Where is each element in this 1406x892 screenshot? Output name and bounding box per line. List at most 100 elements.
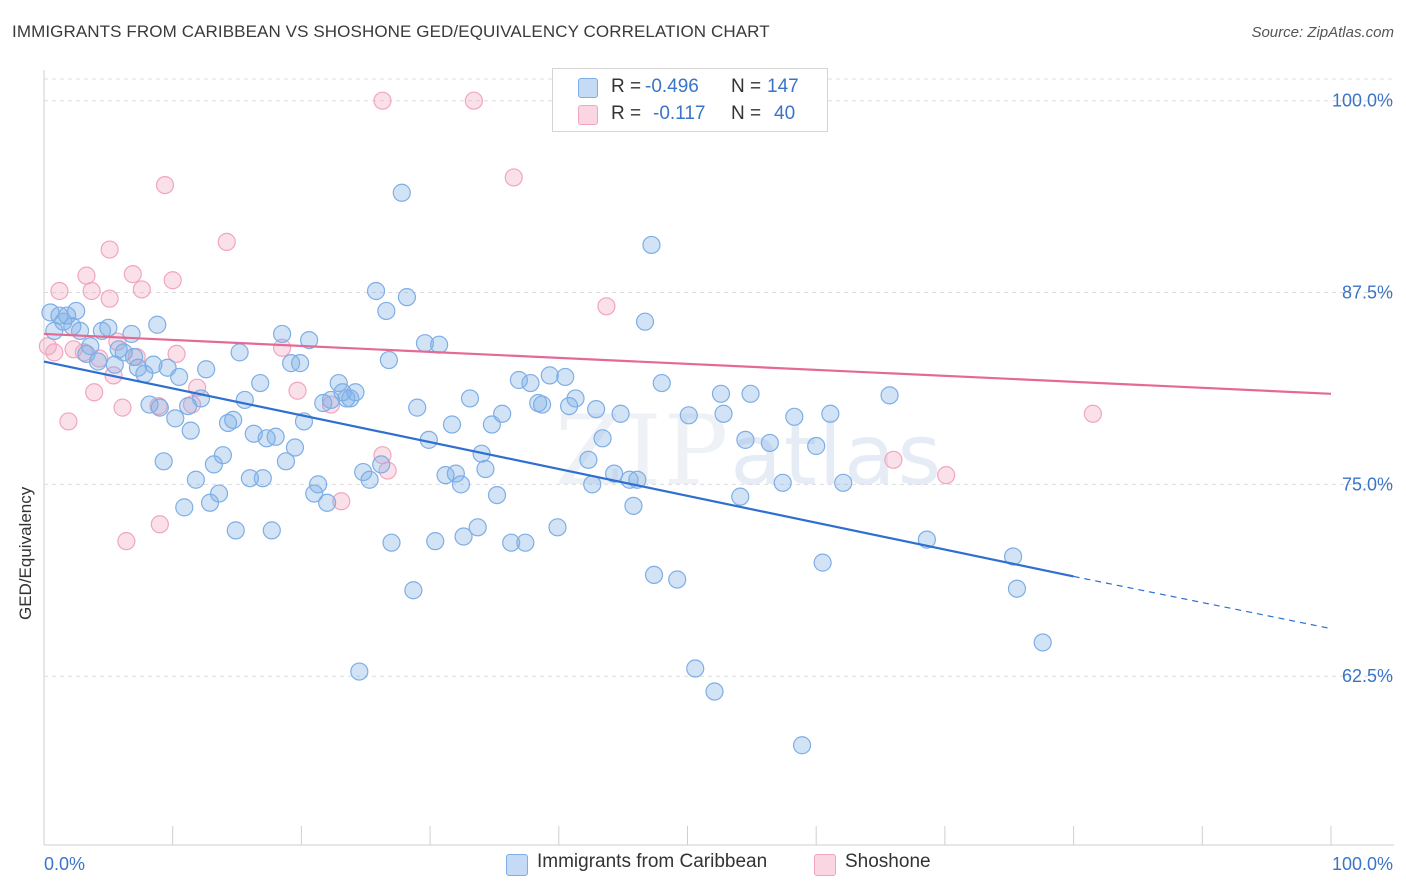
caribbean-point — [460, 389, 480, 408]
caribbean-point — [291, 354, 310, 373]
caribbean-point — [773, 473, 792, 492]
n-value: 147 — [767, 76, 799, 97]
shoshone-point — [217, 232, 236, 251]
caribbean-point — [266, 427, 285, 446]
y-tick-label: 87.5% — [1342, 283, 1393, 303]
caribbean-point — [346, 383, 365, 402]
caribbean-point — [821, 404, 840, 423]
stats-row-caribbean: R = -0.496 N = 147 — [553, 73, 827, 101]
caribbean-point — [105, 355, 124, 374]
caribbean-point — [114, 343, 133, 362]
caribbean-point — [379, 350, 399, 370]
caribbean-point — [300, 330, 319, 350]
caribbean-point — [122, 324, 141, 344]
caribbean-point — [540, 366, 559, 385]
shoshone-point — [884, 450, 903, 469]
caribbean-point — [446, 464, 465, 483]
caribbean-point — [58, 306, 77, 325]
stats-legend: R = -0.496 N = 147 R = -0.117 N = 40 — [552, 68, 828, 132]
caribbean-point — [67, 301, 86, 321]
caribbean-point — [1004, 547, 1023, 566]
caribbean-point — [442, 415, 462, 434]
shoshone-point — [132, 280, 151, 299]
y-tick-label: 75.0% — [1342, 474, 1393, 494]
watermark: ZIPatlas — [555, 395, 943, 507]
caribbean-trend-extension — [1073, 575, 1332, 630]
shoshone-point — [123, 265, 142, 284]
grid-lines — [44, 78, 1394, 677]
caribbean-point — [218, 413, 238, 433]
caribbean-point — [792, 736, 812, 755]
caribbean-point — [587, 400, 606, 419]
x-tick-label: 100.0% — [1332, 854, 1393, 874]
shoshone-legend-label: Shoshone — [845, 851, 931, 872]
caribbean-point — [644, 565, 664, 585]
shoshone-legend-swatch — [814, 854, 836, 876]
shoshone-point — [117, 532, 136, 551]
caribbean-point — [329, 373, 348, 393]
caribbean-point — [309, 475, 328, 494]
caribbean-point — [226, 521, 245, 540]
caribbean-point — [785, 407, 804, 426]
shoshone-point — [464, 91, 483, 110]
caribbean-point — [276, 452, 296, 471]
caribbean-point — [382, 533, 401, 552]
shoshone-point — [332, 492, 351, 511]
caribbean-point — [408, 398, 427, 417]
shoshone-point — [937, 466, 956, 485]
shoshone-point — [321, 395, 341, 414]
caribbean-point — [705, 682, 724, 701]
caribbean-point — [144, 355, 163, 374]
r-value: -0.117 — [653, 103, 706, 124]
caribbean-point — [521, 373, 540, 393]
caribbean-point — [834, 473, 853, 492]
shoshone-point — [59, 412, 78, 431]
caribbean-point — [109, 340, 128, 359]
caribbean-point — [579, 450, 598, 469]
caribbean-point — [253, 469, 272, 488]
caribbean-point — [509, 370, 529, 390]
caribbean-point — [476, 459, 495, 479]
caribbean-point — [235, 390, 254, 410]
caribbean-point — [605, 464, 624, 483]
axes — [43, 70, 1394, 846]
caribbean-points — [41, 183, 1052, 755]
caribbean-point — [150, 398, 169, 417]
caribbean-point — [318, 493, 337, 512]
caribbean-point — [813, 553, 832, 572]
shoshone-point — [113, 398, 132, 417]
caribbean-point — [430, 335, 449, 354]
source-label: Source: ZipAtlas.com — [1251, 24, 1394, 41]
caribbean-point — [548, 518, 567, 537]
caribbean-point — [166, 409, 185, 428]
shoshone-point — [100, 240, 119, 259]
caribbean-point — [736, 430, 755, 449]
caribbean-point — [1007, 579, 1027, 598]
caribbean-point — [124, 347, 144, 367]
caribbean-point — [880, 386, 899, 405]
caribbean-point — [305, 484, 324, 503]
caribbean-point — [99, 318, 118, 337]
caribbean-point — [360, 470, 379, 489]
caribbean-point — [251, 373, 270, 393]
caribbean-point — [611, 404, 630, 423]
caribbean-point — [224, 410, 243, 430]
shoshone-point — [45, 343, 64, 362]
caribbean-point — [285, 438, 305, 457]
caribbean-point — [635, 312, 655, 331]
caribbean-point — [668, 570, 687, 589]
caribbean-point — [372, 455, 391, 474]
caribbean-point — [652, 373, 671, 393]
caribbean-point — [81, 337, 100, 356]
y-tick-label: 62.5% — [1342, 666, 1393, 686]
caribbean-point — [454, 527, 473, 546]
n-value: 40 — [774, 103, 796, 124]
caribbean-point — [88, 352, 108, 371]
n-label: N = — [731, 103, 762, 124]
caribbean-point — [566, 389, 585, 408]
shoshone-trend-line — [43, 332, 1332, 395]
caribbean-point — [148, 315, 167, 334]
shoshone-point — [1083, 404, 1103, 423]
shoshone-point — [85, 383, 104, 402]
caribbean-point — [213, 446, 232, 465]
